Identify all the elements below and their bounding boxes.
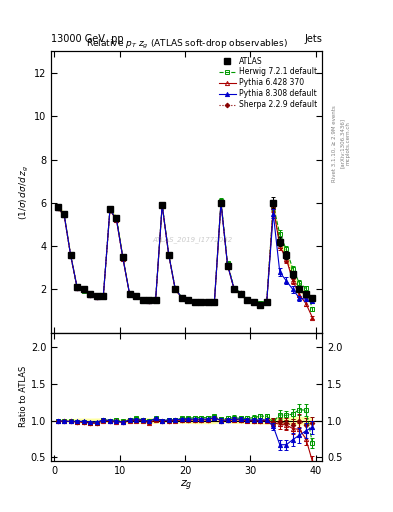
X-axis label: $z_g$: $z_g$ [180, 478, 193, 493]
Text: ATLAS_2019_I1772062: ATLAS_2019_I1772062 [152, 237, 232, 243]
Text: 13000 GeV  pp: 13000 GeV pp [51, 33, 124, 44]
Legend: ATLAS, Herwig 7.2.1 default, Pythia 6.428 370, Pythia 8.308 default, Sherpa 2.2.: ATLAS, Herwig 7.2.1 default, Pythia 6.42… [216, 53, 320, 112]
Y-axis label: $(1/\sigma)\,d\sigma/d\,z_g$: $(1/\sigma)\,d\sigma/d\,z_g$ [18, 164, 31, 220]
Title: Relative $p_T$ $z_g$ (ATLAS soft-drop observables): Relative $p_T$ $z_g$ (ATLAS soft-drop ob… [86, 38, 288, 51]
Y-axis label: Ratio to ATLAS: Ratio to ATLAS [19, 366, 28, 428]
Text: Rivet 3.1.10, ≥ 2.9M events: Rivet 3.1.10, ≥ 2.9M events [332, 105, 337, 182]
Text: Jets: Jets [305, 33, 322, 44]
Text: mcplots.cern.ch: mcplots.cern.ch [346, 121, 351, 165]
Text: [arXiv:1306.3436]: [arXiv:1306.3436] [340, 118, 345, 168]
